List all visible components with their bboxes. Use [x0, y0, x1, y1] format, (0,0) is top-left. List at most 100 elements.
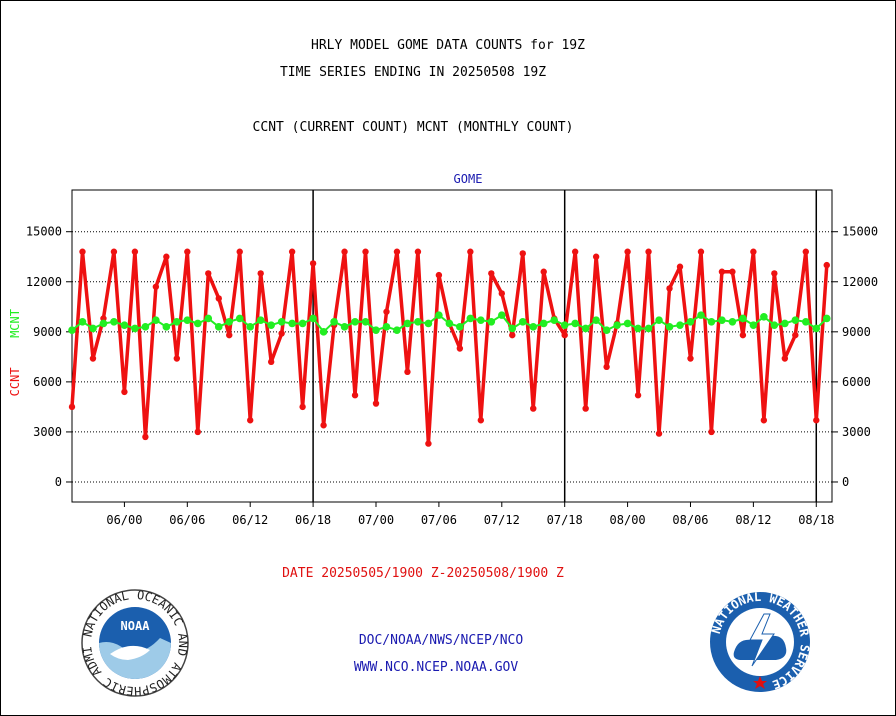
date-range-label: DATE 20250505/1900 Z-20250508/1900 Z	[282, 566, 564, 581]
data-point-ccnt	[687, 355, 694, 362]
data-point-ccnt	[561, 331, 568, 339]
data-point-ccnt	[519, 250, 526, 257]
x-tick-label: 07/12	[484, 513, 520, 527]
chart-title-line3: CCNT (CURRENT COUNT) MCNT (MONTHLY COUNT…	[252, 120, 574, 135]
data-point-mcnt	[89, 324, 97, 333]
data-point-ccnt	[236, 248, 243, 255]
data-point-ccnt	[729, 268, 736, 275]
data-point-mcnt	[330, 318, 338, 326]
y-tick-label-left: 3000	[33, 425, 62, 439]
data-point-ccnt	[540, 268, 547, 275]
data-point-ccnt	[341, 248, 348, 255]
data-point-ccnt	[760, 417, 768, 424]
data-point-ccnt	[425, 440, 432, 447]
chart-panel-title: GOME	[454, 172, 483, 186]
data-point-mcnt	[435, 311, 443, 319]
data-point-mcnt	[707, 318, 716, 326]
y-tick-label-right: 9000	[842, 325, 871, 339]
x-tick-label: 08/00	[610, 513, 646, 527]
y-tick-label-left: 9000	[33, 325, 62, 339]
data-point-ccnt	[163, 253, 170, 260]
x-tick-label: 08/12	[735, 513, 771, 527]
data-point-mcnt	[298, 319, 307, 328]
data-point-ccnt	[152, 283, 160, 290]
data-point-ccnt	[351, 392, 359, 399]
y-tick-label-right: 0	[842, 475, 849, 489]
y-tick-label-right: 15000	[842, 225, 878, 239]
y-tick-label-left: 6000	[33, 375, 62, 389]
data-point-mcnt	[739, 314, 747, 323]
data-point-mcnt	[414, 318, 422, 326]
data-point-mcnt	[131, 324, 139, 333]
data-point-ccnt	[309, 260, 317, 267]
series-mcnt	[68, 311, 831, 336]
data-point-mcnt	[749, 321, 758, 329]
data-point-mcnt	[801, 318, 810, 326]
data-point-mcnt	[193, 319, 202, 328]
data-point-ccnt	[267, 358, 275, 366]
nws-logo: NATIONAL WEATHER SERVICE	[709, 590, 812, 692]
data-point-mcnt	[152, 316, 160, 324]
data-point-mcnt	[760, 313, 768, 321]
data-point-ccnt	[697, 248, 705, 255]
footer-website-link[interactable]: WWW.NCO.NCEP.NOAA.GOV	[353, 660, 519, 675]
data-point-ccnt	[372, 400, 380, 407]
data-point-ccnt	[131, 248, 139, 255]
noaa-text: NOAA	[121, 619, 151, 633]
data-point-mcnt	[508, 324, 517, 333]
data-point-ccnt	[603, 363, 610, 371]
y-axis-label-ccnt: CCNT	[8, 367, 22, 396]
data-point-mcnt	[267, 321, 275, 329]
data-point-ccnt	[414, 248, 422, 255]
data-point-ccnt	[110, 248, 118, 255]
data-point-mcnt	[728, 318, 737, 326]
data-point-ccnt	[435, 271, 443, 279]
data-point-mcnt	[393, 326, 401, 334]
data-point-ccnt	[121, 388, 128, 396]
data-point-mcnt	[822, 314, 831, 323]
data-point-ccnt	[708, 428, 715, 436]
data-point-mcnt	[110, 318, 118, 326]
data-point-ccnt	[173, 355, 181, 362]
chart-title-line1: HRLY MODEL GOME DATA COUNTS for 19Z	[311, 38, 585, 53]
data-point-ccnt	[247, 417, 254, 424]
plot-area-border	[71, 189, 833, 503]
data-point-mcnt	[539, 319, 548, 328]
data-point-mcnt	[791, 316, 800, 324]
data-point-mcnt	[676, 321, 684, 329]
data-point-mcnt	[351, 318, 359, 326]
data-point-mcnt	[246, 323, 255, 331]
data-point-ccnt	[813, 417, 820, 424]
data-point-mcnt	[634, 324, 642, 333]
data-point-ccnt	[624, 248, 631, 255]
data-point-mcnt	[655, 316, 663, 324]
data-point-ccnt	[79, 248, 86, 255]
series-ccnt	[68, 248, 830, 447]
series-line-ccnt	[70, 249, 829, 446]
data-point-ccnt	[320, 422, 327, 429]
data-point-mcnt	[277, 318, 286, 326]
data-point-mcnt	[812, 324, 821, 333]
data-point-ccnt	[477, 417, 485, 424]
data-point-ccnt	[467, 248, 474, 255]
data-point-mcnt	[550, 316, 559, 324]
data-point-mcnt	[529, 323, 538, 331]
data-point-ccnt	[488, 270, 495, 277]
data-point-mcnt	[424, 319, 433, 328]
data-point-ccnt	[666, 285, 673, 292]
data-point-mcnt	[141, 323, 150, 331]
data-point-mcnt	[487, 318, 496, 326]
data-point-ccnt	[655, 430, 663, 437]
y-tick-label-right: 3000	[842, 425, 871, 439]
data-point-mcnt	[456, 323, 464, 331]
data-point-ccnt	[68, 403, 76, 411]
data-point-ccnt	[509, 331, 516, 339]
data-point-mcnt	[602, 326, 611, 334]
series-layer	[68, 248, 831, 447]
x-tick-label: 06/12	[232, 513, 268, 527]
data-point-mcnt	[623, 319, 632, 328]
data-point-ccnt	[194, 428, 201, 436]
x-tick-label: 06/00	[106, 513, 142, 527]
footer-org-link[interactable]: DOC/NOAA/NWS/NCEP/NCO	[358, 633, 524, 648]
